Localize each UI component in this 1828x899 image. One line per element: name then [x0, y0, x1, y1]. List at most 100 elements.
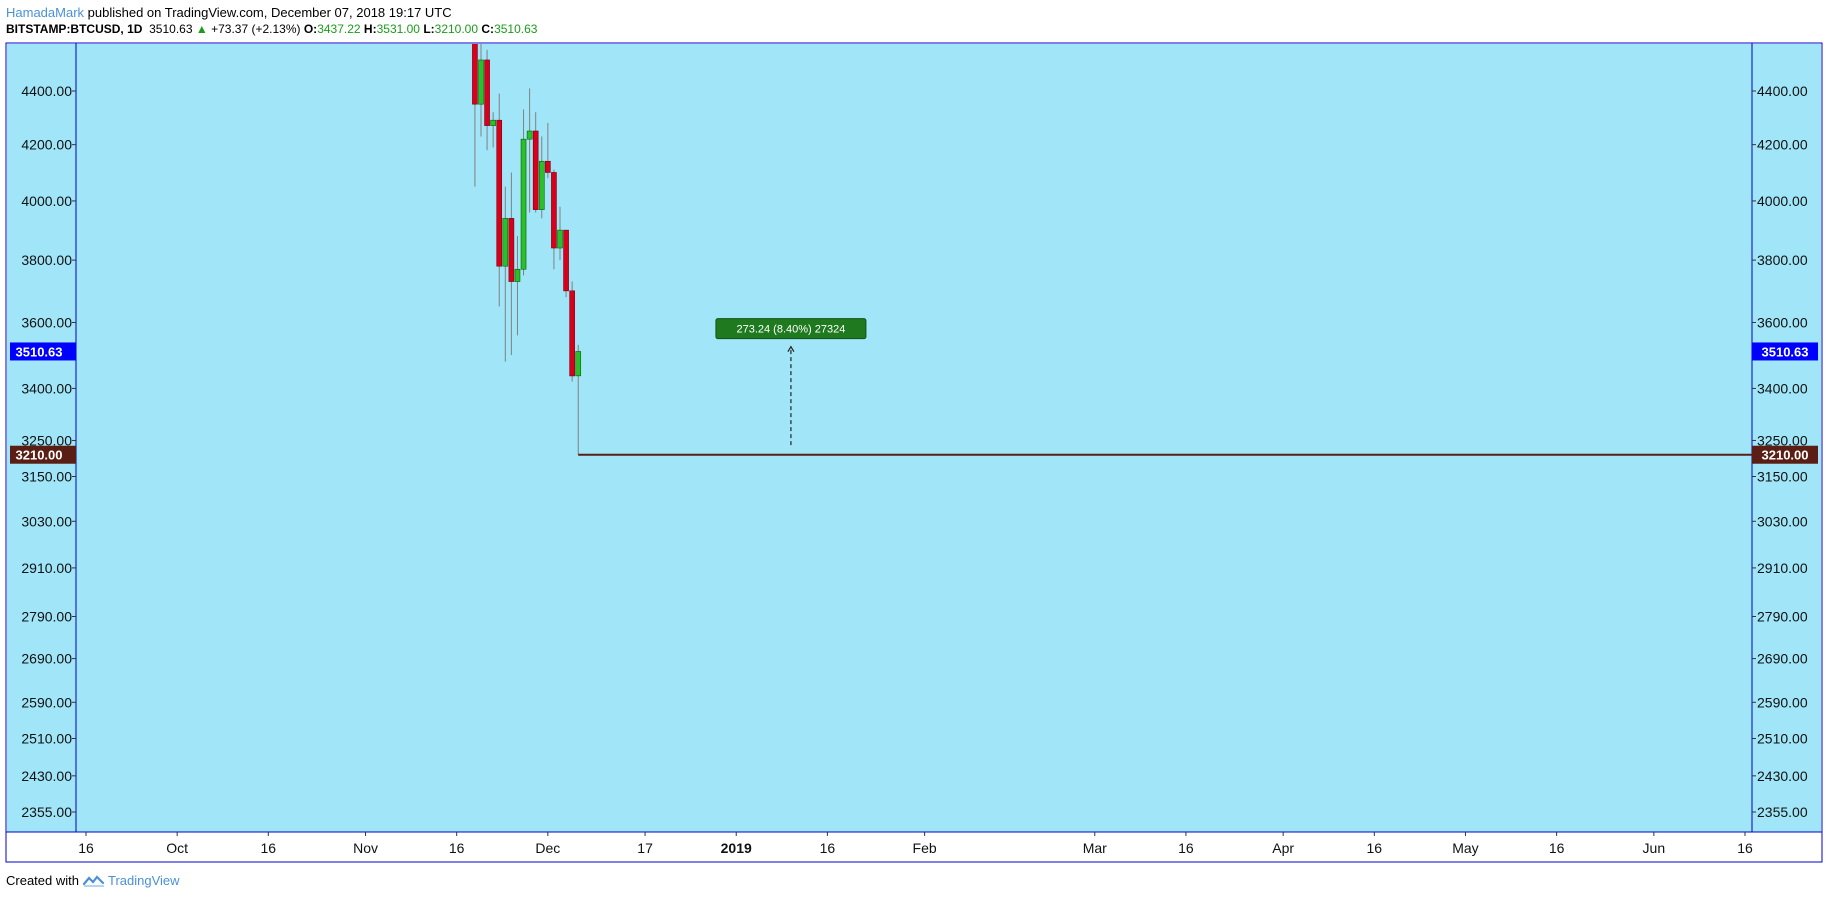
candle-body[interactable]	[532, 130, 539, 210]
y-tick-label-right: 4000.00	[1757, 193, 1808, 209]
y-tick-label-right: 3150.00	[1757, 468, 1808, 484]
tradingview-logo-icon	[82, 874, 105, 887]
y-tick-label-left: 2690.00	[21, 651, 72, 667]
candle-body[interactable]	[484, 59, 490, 126]
x-tick-label: Apr	[1272, 840, 1294, 856]
y-tick-label-left: 3250.00	[21, 432, 72, 448]
x-tick-label: Feb	[913, 840, 937, 856]
ohlc-line: BITSTAMP:BTCUSD, 1D 3510.63 ▲ +73.37 (+2…	[6, 21, 537, 38]
candle-body[interactable]	[569, 290, 575, 377]
close-label: C:	[481, 22, 495, 36]
y-tick-label-right: 2430.00	[1757, 768, 1808, 784]
y-tick-label-right: 2510.00	[1757, 730, 1808, 746]
plot-area	[472, 0, 1752, 456]
last-price-tag-right: 3510.63	[1762, 344, 1809, 359]
candle-body[interactable]	[520, 138, 527, 270]
x-tick-label: 16	[78, 840, 94, 856]
created-with-text: Created with	[6, 873, 79, 888]
y-tick-label-right: 2790.00	[1757, 608, 1808, 624]
y-tick-label-left: 3150.00	[21, 468, 72, 484]
candle-body[interactable]	[508, 218, 515, 282]
candle-body[interactable]	[538, 160, 545, 210]
y-tick-label-left: 4400.00	[21, 83, 72, 99]
last-price: 3510.63	[149, 22, 193, 36]
y-tick-label-left: 3400.00	[21, 380, 72, 396]
y-tick-label-right: 2590.00	[1757, 694, 1808, 710]
chart-header: HamadaMark published on TradingView.com,…	[6, 4, 537, 38]
y-tick-label-right: 3800.00	[1757, 252, 1808, 268]
last-price-tag-right-bg	[1752, 342, 1818, 361]
support-price-tag-left-bg	[10, 445, 76, 464]
publish-line: HamadaMark published on TradingView.com,…	[6, 4, 537, 21]
x-tick-label: 16	[1737, 840, 1753, 856]
x-tick-label: 16	[449, 840, 465, 856]
candle-body[interactable]	[472, 0, 478, 105]
footer: Created with TradingView	[6, 873, 180, 888]
x-tick-label: 16	[1178, 840, 1194, 856]
candle-body[interactable]	[490, 119, 496, 126]
measure-arrow-head-icon	[787, 345, 795, 352]
author-link[interactable]: HamadaMark	[6, 5, 85, 20]
y-tick-label-left: 3800.00	[21, 252, 72, 268]
candle-body[interactable]	[575, 351, 582, 377]
y-tick-label-left: 2790.00	[21, 608, 72, 624]
x-tick-label: 16	[1549, 840, 1565, 856]
x-tick-label: Oct	[166, 840, 188, 856]
candle-body[interactable]	[514, 268, 521, 282]
open-value: 3437.22	[317, 22, 361, 36]
tradingview-brand-label: TradingView	[107, 873, 180, 888]
measure-label: 273.24 (8.40%) 27324	[736, 324, 845, 336]
candle-body[interactable]	[526, 130, 533, 140]
x-tick-label: Dec	[535, 840, 560, 856]
symbol-label: BITSTAMP:BTCUSD, 1D	[6, 22, 143, 36]
up-arrow-icon: ▲	[195, 22, 208, 36]
candle-body[interactable]	[563, 229, 569, 292]
y-tick-label-left: 3600.00	[21, 314, 72, 330]
open-label: O:	[303, 22, 318, 36]
candle-body[interactable]	[557, 229, 563, 249]
x-tick-label: 16	[1367, 840, 1383, 856]
y-tick-label-right: 2910.00	[1757, 560, 1808, 576]
y-tick-label-right: 3030.00	[1757, 513, 1808, 529]
y-tick-label-left: 2355.00	[21, 804, 72, 820]
x-tick-label: 16	[261, 840, 277, 856]
low-label: L:	[423, 22, 435, 36]
close-value: 3510.63	[494, 22, 538, 36]
y-tick-label-right: 4400.00	[1757, 83, 1808, 99]
y-tick-label-right: 3250.00	[1757, 432, 1808, 448]
support-price-tag-left: 3210.00	[16, 448, 63, 463]
y-tick-label-left: 2590.00	[21, 694, 72, 710]
candle-body[interactable]	[551, 172, 557, 249]
published-text: published on TradingView.com, December 0…	[87, 5, 452, 20]
x-tick-label: 17	[637, 840, 653, 856]
y-tick-label-right: 2355.00	[1757, 804, 1808, 820]
x-tick-label: Jun	[1643, 840, 1666, 856]
price-change: +73.37 (+2.13%)	[211, 22, 301, 36]
support-price-tag-right-bg	[1752, 445, 1818, 464]
x-tick-label: 2019	[721, 840, 752, 856]
tradingview-brand[interactable]: TradingView	[82, 873, 180, 888]
low-value: 3210.00	[434, 22, 479, 36]
x-tick-label: May	[1452, 840, 1478, 856]
last-price-tag-left: 3510.63	[16, 344, 63, 359]
high-label: H:	[363, 22, 377, 36]
y-tick-label-left: 2510.00	[21, 730, 72, 746]
y-tick-label-right: 2690.00	[1757, 651, 1808, 667]
high-value: 3531.00	[376, 22, 420, 36]
y-tick-label-right: 3600.00	[1757, 314, 1808, 330]
y-tick-label-left: 3030.00	[21, 513, 72, 529]
support-price-tag-right: 3210.00	[1762, 448, 1809, 463]
candle-body[interactable]	[496, 119, 503, 267]
y-tick-label-left: 4200.00	[21, 137, 72, 153]
candle-body[interactable]	[502, 218, 509, 267]
candle-body[interactable]	[478, 59, 484, 105]
x-tick-label: Nov	[353, 840, 378, 856]
x-tick-label: 16	[820, 840, 836, 856]
y-tick-label-left: 2430.00	[21, 768, 72, 784]
candle-body[interactable]	[545, 160, 551, 173]
y-tick-label-right: 3400.00	[1757, 380, 1808, 396]
y-tick-label-right: 4200.00	[1757, 137, 1808, 153]
last-price-tag-left-bg	[10, 342, 76, 361]
measure-label-box	[715, 318, 867, 340]
